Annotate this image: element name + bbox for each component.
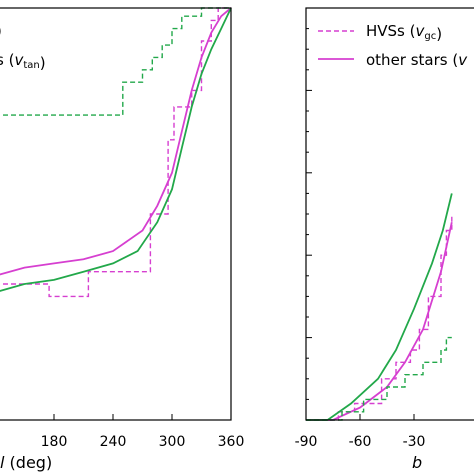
right-plot-area (306, 193, 453, 421)
left-x-tick-label: 300 (159, 434, 186, 450)
left-x-axis-label: l (deg) (0, 453, 52, 472)
left-series-1 (0, 7, 232, 276)
left-legend-paren: ) (0, 22, 2, 40)
left-legend-label-1: ) (0, 22, 2, 40)
right-series-2 (306, 336, 452, 421)
right-legend-var-1: v (458, 51, 468, 69)
right-legend-text-0: HVSs ( (366, 22, 416, 40)
left-x-tick-label: 360 (218, 434, 245, 450)
right-x-tick-label: -60 (349, 434, 372, 450)
left-legend-label-2: s (vtan) (0, 51, 46, 72)
left-legend-text-1: s ( (0, 51, 14, 69)
left-legend: ) s (vtan) (0, 22, 46, 72)
right-x-axis-label: b (412, 453, 422, 472)
left-legend-var-1: v (14, 51, 24, 69)
right-legend: HVSs (vgc) other stars (v (318, 22, 468, 69)
right-x-tick-label: -30 (403, 434, 426, 450)
left-legend-close-1: ) (40, 54, 46, 72)
left-series-0 (0, 7, 231, 298)
right-x-axis-var: b (412, 453, 422, 472)
left-x-tick-label: 180 (41, 434, 68, 450)
right-panel: -90 -60 -30 HVSs (vgc) other stars (v b (295, 7, 474, 472)
right-x-tick-label: -90 (295, 434, 318, 450)
right-legend-text-1: other stars ( (366, 51, 458, 69)
right-legend-close-0: ) (436, 25, 442, 43)
left-panel: 180 240 300 360 ) s (vtan) l (deg) (0, 7, 245, 472)
right-series-0 (306, 214, 453, 421)
left-legend-sub-1: tan (23, 60, 39, 71)
left-series-3 (0, 7, 232, 292)
right-legend-sub-0: gc (424, 31, 436, 42)
right-legend-var-0: v (416, 22, 426, 40)
left-x-axis-var: l (0, 453, 5, 472)
right-legend-label-1: HVSs (vgc) (366, 22, 442, 43)
right-x-ticks: -90 -60 -30 (295, 414, 426, 450)
left-series-2 (0, 7, 231, 116)
right-series-1 (306, 222, 453, 421)
left-plot-area (0, 7, 232, 298)
left-x-axis-unit: (deg) (4, 453, 52, 472)
right-y-ticks (306, 7, 312, 421)
left-x-ticks: 180 240 300 360 (41, 414, 245, 450)
right-series-3 (306, 193, 453, 421)
right-legend-label-2: other stars (v (366, 51, 468, 69)
left-x-tick-label: 240 (100, 434, 127, 450)
